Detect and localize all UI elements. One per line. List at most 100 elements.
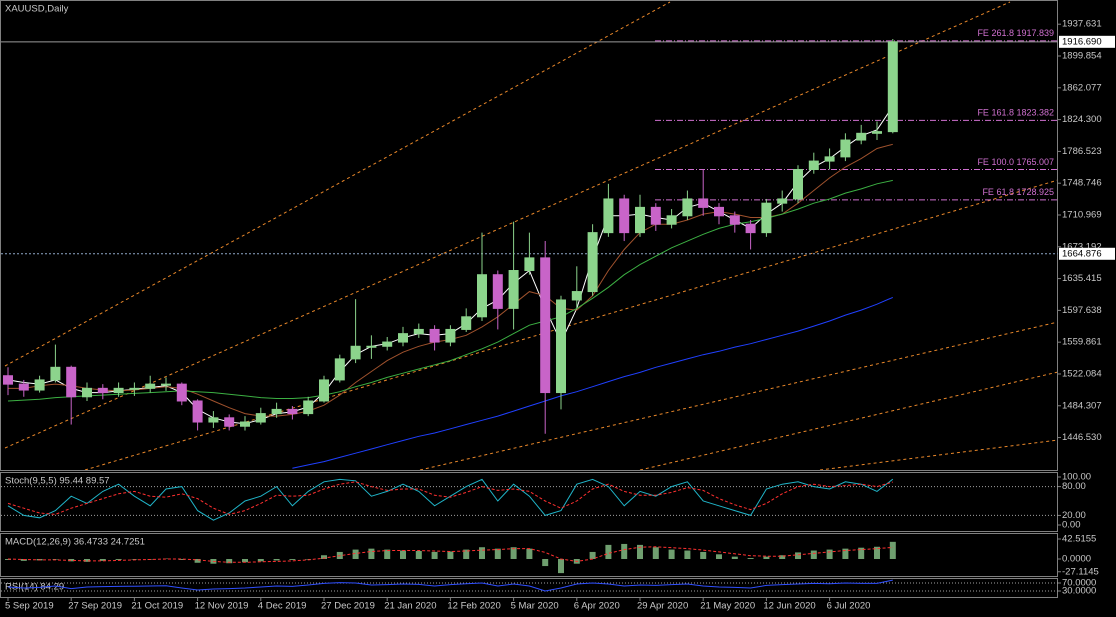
macd-bar <box>99 559 106 561</box>
price-label: 1664.876 <box>1062 248 1102 259</box>
macd-bar <box>494 548 501 559</box>
y-tick-label: 80.00 <box>1062 481 1086 492</box>
y-tick-label: 1824.300 <box>1062 114 1102 125</box>
candle-body <box>872 131 882 134</box>
main-panel <box>0 0 1058 471</box>
fibo-label: FE 261.8 1917.839 <box>977 28 1054 38</box>
y-tick-label: 1899.854 <box>1062 51 1102 62</box>
fibo-label: FE 61.8 1728.925 <box>982 187 1054 197</box>
candle-body <box>382 341 393 347</box>
y-tick-label: 1862.077 <box>1062 82 1102 93</box>
y-tick-label: -27.1145 <box>1062 566 1099 577</box>
macd-bar <box>289 559 296 560</box>
candle-body <box>761 202 772 234</box>
macd-bar <box>273 559 280 561</box>
macd-bar <box>637 544 643 559</box>
candle-body <box>129 387 140 390</box>
candle-body <box>508 270 519 309</box>
price-box <box>1059 247 1115 260</box>
candle-body <box>145 383 156 389</box>
macd-bar <box>463 549 470 559</box>
x-tick-label: 6 Apr 2020 <box>574 601 620 612</box>
candle-body <box>176 383 187 402</box>
candle-body <box>240 421 250 427</box>
macd-bar <box>479 547 485 559</box>
macd-bar <box>400 550 406 559</box>
x-tick-label: 27 Sep 2019 <box>68 601 122 612</box>
macd-bar <box>226 559 233 564</box>
macd-bar <box>842 548 849 559</box>
candle-body <box>698 198 709 208</box>
macd-bar <box>542 559 549 567</box>
macd-bar <box>621 543 628 559</box>
macd-bar <box>795 552 801 559</box>
x-tick-label: 21 Oct 2019 <box>131 601 183 612</box>
macd-bar <box>731 556 738 559</box>
price-label: 1916.690 <box>1062 36 1102 47</box>
candle-body <box>840 139 851 158</box>
candle-body <box>856 132 867 141</box>
x-tick-label: 21 May 2020 <box>700 601 755 612</box>
indicator-line <box>7 546 893 563</box>
candle-body <box>366 345 377 348</box>
macd-bar <box>779 555 786 559</box>
candle-body <box>461 316 472 330</box>
macd-bar <box>131 559 138 560</box>
macd-bar <box>684 550 691 559</box>
x-tick-label: 5 Mar 2020 <box>511 601 559 612</box>
candle-body <box>492 274 503 309</box>
candle-body <box>350 345 361 360</box>
macd-bar <box>52 559 59 560</box>
x-tick-label: 12 Nov 2019 <box>195 601 249 612</box>
candle-body <box>635 206 645 234</box>
x-tick-label: 6 Jul 2020 <box>827 601 871 612</box>
y-tick-label: 100.00 <box>1062 472 1091 483</box>
y-tick-label: 0.00 <box>1062 520 1081 531</box>
macd-bar <box>747 558 754 559</box>
y-tick-label: 30.0000 <box>1062 586 1096 597</box>
y-tick-label: 0.0000 <box>1062 554 1091 565</box>
macd-bar <box>321 555 327 559</box>
fibo-label: FE 161.8 1823.382 <box>977 108 1054 118</box>
x-tick-label: 27 Dec 2019 <box>321 601 375 612</box>
macd-bar <box>242 559 248 563</box>
fibo-label: FE 100.0 1765.007 <box>977 157 1054 167</box>
candle-body <box>398 333 408 343</box>
candle-body <box>303 400 314 415</box>
candle-body <box>793 169 803 200</box>
indicator-line <box>7 478 894 521</box>
candle-body <box>445 328 456 343</box>
y-tick-label: 1484.307 <box>1062 400 1102 411</box>
indicator-line <box>7 579 893 592</box>
candle-body <box>113 387 124 394</box>
candle-body <box>477 274 487 318</box>
candle-body <box>82 387 92 398</box>
candle-body <box>34 379 45 391</box>
macd-bar <box>178 559 185 560</box>
macd-bar <box>700 551 707 559</box>
candle-body <box>334 358 345 381</box>
candle-body <box>666 215 677 225</box>
y-tick-label: 1748.746 <box>1062 178 1102 189</box>
candle-body <box>3 375 13 385</box>
macd-bar <box>368 548 375 559</box>
y-tick-label: 1522.084 <box>1062 368 1102 379</box>
candle-body <box>161 383 171 386</box>
macd-bar <box>384 549 391 559</box>
candle-body <box>224 417 235 427</box>
macd-bar <box>605 544 612 559</box>
macd-bar <box>668 549 675 559</box>
macd-bar <box>163 558 169 560</box>
indicator-line <box>7 481 893 515</box>
candle-body <box>650 206 661 225</box>
macd-bar <box>352 549 359 559</box>
price-box <box>1059 35 1115 48</box>
y-tick-label: 1710.969 <box>1062 209 1102 220</box>
indicator-line <box>7 179 893 402</box>
panel-frames <box>0 0 1058 598</box>
candle-body <box>66 366 77 398</box>
chart-title: XAUUSD,Daily <box>5 4 69 15</box>
x-tick-label: 12 Feb 2020 <box>447 601 500 612</box>
candle-body <box>887 41 898 133</box>
y-tick-label: 1559.861 <box>1062 337 1102 348</box>
